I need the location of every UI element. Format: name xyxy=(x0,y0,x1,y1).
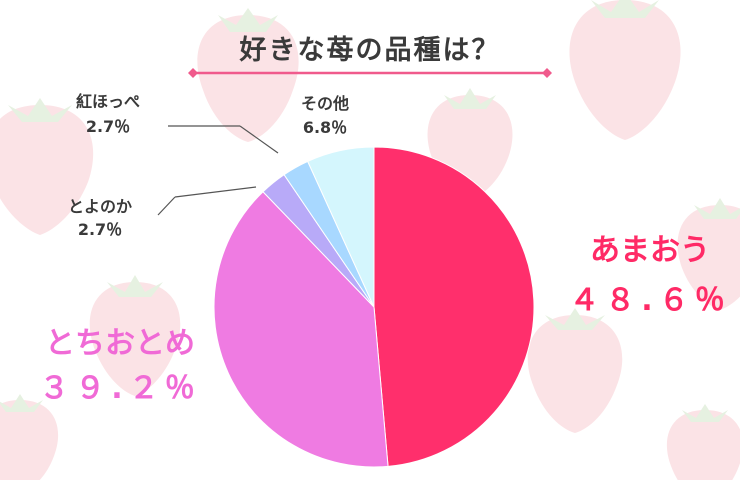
slice-label-tochiotome: とちおとめ xyxy=(45,326,195,361)
slice-value-other: 6.8％ xyxy=(302,118,348,137)
leader-line-toyonoka xyxy=(157,196,176,216)
strawberry-icon xyxy=(0,394,58,480)
strawberry-icon xyxy=(677,198,740,310)
strawberry-icon xyxy=(197,8,299,142)
slice-value-beni-hoppe: 2.7％ xyxy=(85,117,131,136)
pie-slice-tochiotome xyxy=(213,191,389,468)
leader-line-toyonoka xyxy=(174,186,257,198)
strawberry-icon xyxy=(569,0,681,140)
strawberry-icon xyxy=(0,98,94,235)
strawberry-icon xyxy=(527,308,623,433)
slice-value-toyonoka: 2.7％ xyxy=(77,220,123,239)
slice-value-tochiotome: ３９.２％ xyxy=(39,371,201,406)
strawberry-icon xyxy=(667,404,740,480)
slice-label-toyonoka: とよのか xyxy=(67,197,132,216)
leader-line-beni-hoppe xyxy=(239,125,279,154)
slice-value-amaou: ４８.６％ xyxy=(569,283,731,318)
pie-slice-amaou xyxy=(373,146,535,467)
pie-slice-other xyxy=(307,146,375,308)
strawberry-icon xyxy=(89,275,181,396)
slice-label-other: その他 xyxy=(300,94,349,113)
slice-label-beni-hoppe: 紅ほっぺ xyxy=(75,92,140,111)
slice-label-amaou: あまおう xyxy=(590,233,710,268)
chart-title: 好きな苺の品種は？ xyxy=(239,35,501,66)
